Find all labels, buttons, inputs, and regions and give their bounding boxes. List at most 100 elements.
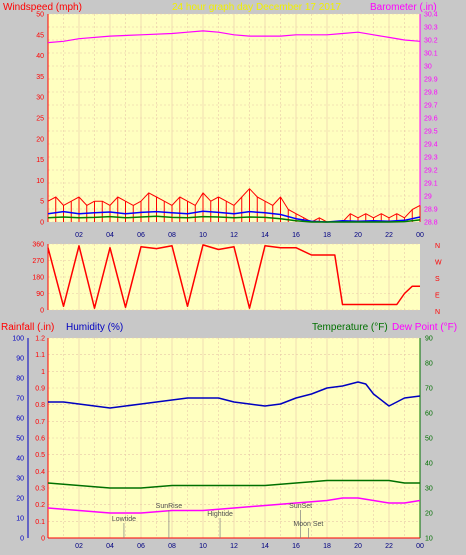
direction-tick-label: 90: [36, 291, 44, 298]
event-label: SunRise: [156, 503, 183, 510]
direction-tick-label: 180: [32, 275, 44, 282]
hour-tick-label: 08: [168, 543, 176, 550]
direction-line: [47, 244, 420, 309]
temperature-tick-label: 40: [425, 461, 433, 468]
hour-tick-label: 20: [354, 543, 362, 550]
humidity-tick-label: 100: [12, 336, 24, 343]
humidity-tick-label: 90: [16, 356, 24, 363]
hour-tick-label: 06: [137, 543, 145, 550]
axes-layer: 28.8 28.9 29 29.1 29.2 29.3 29.4 29.5 29.6 29.7 29…: [12, 12, 442, 551]
humidity-tick-label: 70: [16, 396, 24, 403]
humidity-tick-label: 10: [16, 516, 24, 523]
temperature-tick-label: 10: [425, 536, 433, 543]
humidity-line: [48, 381, 421, 409]
direction-tick-label: 270: [32, 258, 44, 265]
temperature-tick-label: 60: [425, 411, 433, 418]
rainfall-tick-label: 0.9: [35, 386, 45, 393]
graph-title: 24 hour graph day December 17 2017: [172, 2, 341, 13]
humidity-tick-label: 40: [16, 456, 24, 463]
windspeed-tick-label: 30: [36, 95, 44, 102]
hour-tick-label: 02: [75, 232, 83, 239]
humidity-axis-label: Humidity (%): [66, 322, 123, 333]
compass-label: W: [435, 260, 442, 267]
rainfall-tick-label: 0.3: [35, 486, 45, 493]
direction-tick-label: 360: [32, 242, 44, 249]
hour-tick-label: 00: [416, 543, 424, 550]
windspeed-tick-label: 15: [36, 157, 44, 164]
rainfall-tick-label: 0.8: [35, 402, 45, 409]
humidity-tick-label: 20: [16, 496, 24, 503]
barometer-tick-label: 30: [424, 64, 432, 71]
compass-label: N: [435, 309, 440, 316]
hour-tick-label: 14: [261, 543, 269, 550]
hour-tick-label: 14: [261, 232, 269, 239]
barometer-tick-label: 29.8: [424, 90, 438, 97]
windspeed-tick-label: 20: [36, 136, 44, 143]
compass-label: E: [435, 293, 440, 300]
barometer-tick-label: 28.8: [424, 220, 438, 227]
temperature-axis-label: Temperature (°F): [312, 322, 388, 333]
barometer-tick-label: 30.4: [424, 12, 438, 19]
rainfall-tick-label: 1: [41, 369, 45, 376]
grid-layer: [48, 13, 420, 539]
windspeed-tick-label: 10: [36, 178, 44, 185]
barometer-line: [47, 30, 421, 44]
humidity-tick-label: 0: [20, 536, 24, 543]
dewpoint-axis-label: Dew Point (°F): [392, 322, 457, 333]
barometer-tick-label: 29.9: [424, 77, 438, 84]
event-label: Moon Set: [293, 521, 323, 528]
hour-tick-label: 00: [416, 232, 424, 239]
rainfall-tick-label: 0.1: [35, 519, 45, 526]
barometer-axis-label: Barometer (.in): [370, 2, 437, 13]
rainfall-tick-label: 0.7: [35, 419, 45, 426]
compass-label: N: [435, 243, 440, 250]
hour-tick-label: 04: [106, 232, 114, 239]
series-layer: [47, 30, 421, 539]
hour-tick-label: 16: [292, 543, 300, 550]
hour-tick-label: 16: [292, 232, 300, 239]
barometer-tick-label: 29.7: [424, 103, 438, 110]
hour-tick-label: 22: [385, 232, 393, 239]
hour-tick-label: 10: [199, 543, 207, 550]
hour-tick-label: 12: [230, 543, 238, 550]
windspeed-tick-label: 50: [36, 12, 44, 19]
humidity-tick-label: 50: [16, 436, 24, 443]
humidity-tick-label: 30: [16, 476, 24, 483]
barometer-tick-label: 30.2: [424, 38, 438, 45]
hour-tick-label: 22: [385, 543, 393, 550]
barometer-tick-label: 29.1: [424, 181, 438, 188]
hour-tick-label: 18: [323, 232, 331, 239]
compass-label: S: [435, 276, 440, 283]
windspeed-tick-label: 45: [36, 32, 44, 39]
rainfall-tick-label: 0.4: [35, 469, 45, 476]
barometer-tick-label: 29: [424, 194, 432, 201]
temperature-tick-label: 30: [425, 486, 433, 493]
rainfall-tick-label: 1.1: [35, 352, 45, 359]
hour-tick-label: 20: [354, 232, 362, 239]
rainfall-tick-label: 0.6: [35, 436, 45, 443]
rainfall-tick-label: 0: [41, 536, 45, 543]
event-label: SunSet: [289, 503, 312, 510]
barometer-tick-label: 29.4: [424, 142, 438, 149]
barometer-tick-label: 29.6: [424, 116, 438, 123]
event-layer: Lowtide SunRise Hightide SunSet Moon Set: [112, 503, 323, 538]
temperature-tick-label: 20: [425, 511, 433, 518]
hour-tick-label: 06: [137, 232, 145, 239]
barometer-tick-label: 29.5: [424, 129, 438, 136]
windspeed-tick-label: 0: [40, 220, 44, 227]
barometer-tick-label: 28.9: [424, 207, 438, 214]
temperature-line: [47, 479, 420, 489]
windspeed-axis-label: Windspeed (mph): [3, 2, 82, 13]
temperature-tick-label: 50: [425, 436, 433, 443]
hour-tick-label: 10: [199, 232, 207, 239]
hour-tick-label: 04: [106, 543, 114, 550]
humidity-tick-label: 80: [16, 376, 24, 383]
windspeed-tick-label: 40: [36, 53, 44, 60]
windspeed-tick-label: 25: [36, 116, 44, 123]
barometer-tick-label: 30.3: [424, 25, 438, 32]
rainfall-tick-label: 0.2: [35, 502, 45, 509]
hour-tick-label: 12: [230, 232, 238, 239]
windspeed-tick-label: 5: [40, 199, 44, 206]
rainfall-tick-label: 0.5: [35, 452, 45, 459]
